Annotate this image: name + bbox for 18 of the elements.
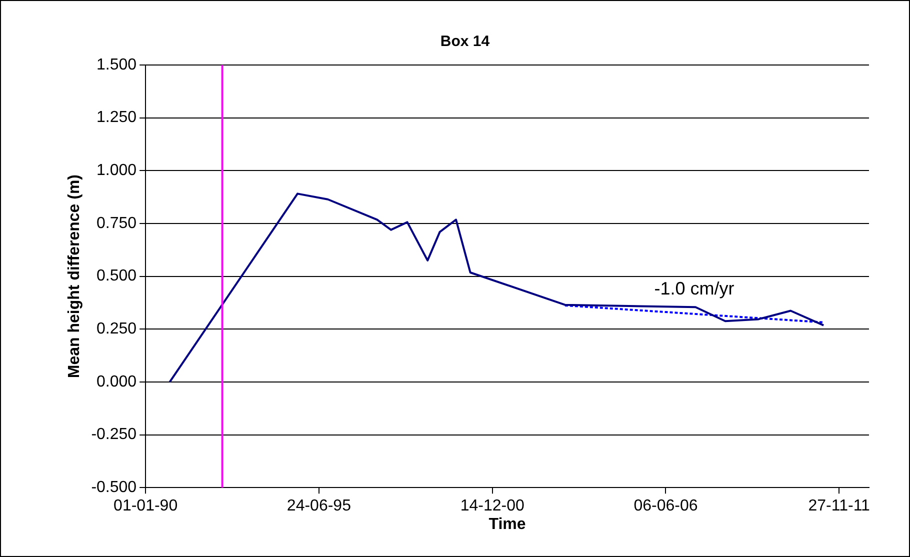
x-tick-label: 27-11-11 [808, 498, 870, 515]
y-tick-label: -0.500 [91, 479, 137, 496]
y-tick-label: -0.250 [91, 426, 137, 444]
chart-title: Box 14 [440, 33, 490, 50]
y-tick-label: 0.750 [96, 214, 137, 232]
y-axis-title: Mean height difference (m) [66, 174, 84, 378]
x-tick-label: 06-06-06 [634, 498, 698, 515]
y-tick-label: 0.000 [96, 373, 137, 390]
y-tick-label: 0.500 [96, 268, 137, 285]
x-axis-title: Time [488, 516, 526, 533]
y-tick-label: 1.250 [96, 109, 137, 126]
y-tick-label: 0.250 [96, 320, 137, 338]
y-tick-label: 1.000 [96, 162, 137, 180]
x-tick-label: 24-06-95 [286, 498, 352, 515]
annotation: -1.0 cm/yr [654, 278, 734, 298]
x-tick-label: 01-01-90 [114, 498, 178, 515]
y-tick-label: 1.500 [96, 56, 137, 74]
x-tick-label: 14-12-00 [460, 498, 524, 515]
